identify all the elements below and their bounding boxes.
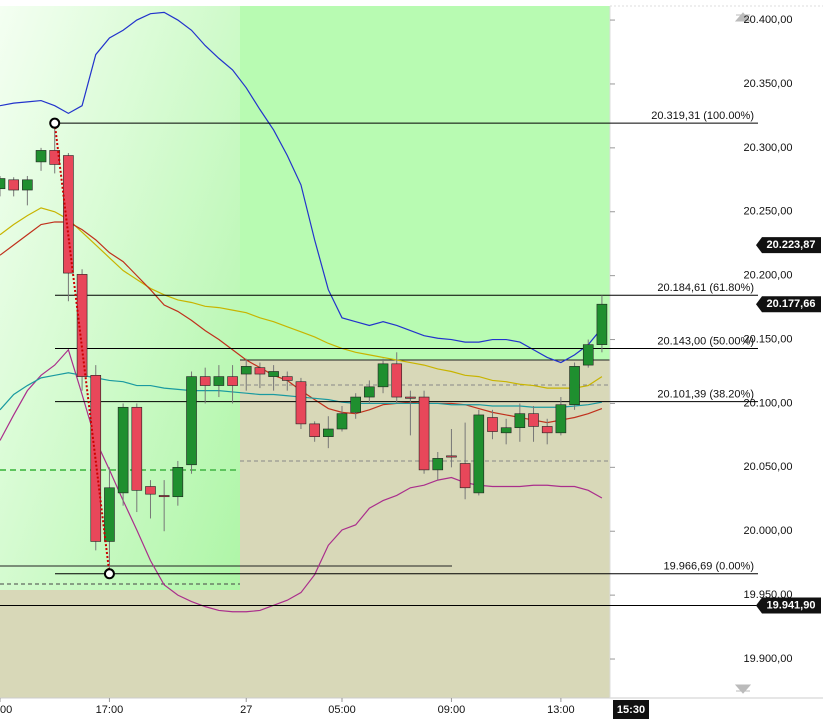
candle-body [446,455,457,458]
y-tick-label: 20.350,00 [744,78,793,90]
candle-body [500,427,512,434]
candle-body [418,396,430,471]
y-tick-label: 20.400,00 [744,14,793,26]
candle-body [240,366,252,375]
candle-body [76,274,88,377]
fib-label: 20.143,00 (50.00%) [657,335,754,347]
x-tick-label: 13:00 [547,704,575,716]
candle-body [145,486,156,495]
scroll-up[interactable] [734,12,752,22]
candle-body [405,396,416,399]
candle-body [22,179,33,191]
x-axis-area [0,698,823,721]
candle-body [281,376,293,381]
candle-body [8,179,19,191]
current-time: 15:30 [617,704,645,716]
fib-label: 19.966,69 (0.00%) [663,561,754,573]
candle-body [487,417,498,432]
candle-body [49,150,61,165]
candle-body [528,413,539,427]
candle-body [555,404,567,434]
fib-label: 20.101,39 (38.20%) [657,389,754,401]
x-tick-label: 17:00 [96,704,124,716]
candle-body [596,303,608,345]
candle-body [186,376,197,466]
candle-body [199,376,211,386]
candle-body [350,396,361,413]
candle-body [227,376,238,386]
y-tick-label: 20.100,00 [744,397,793,409]
candle-body [364,386,375,398]
x-tick-label: 05:00 [328,704,356,716]
zone-left [0,6,240,698]
y-tick-label: 20.000,00 [744,525,793,537]
scroll-down[interactable] [734,684,752,694]
x-tick-label: 09:00 [438,704,466,716]
candle-body [473,414,485,494]
candle-body [35,150,47,163]
x-tick-label: 27 [240,704,252,716]
zone-band-left [0,590,240,698]
candle-body [131,406,143,491]
candle-body [63,155,74,274]
fib-label: 20.184,61 (61.80%) [657,282,754,294]
candle-body [117,406,129,494]
y-tick-label: 20.150,00 [744,333,793,345]
fib-label: 20.319,31 (100.00%) [651,110,754,122]
candle-body [254,367,266,375]
candle-body [309,423,320,437]
candle-body [377,363,389,388]
indicator-line [0,207,603,389]
price-badge [756,597,821,614]
candle-body [514,413,526,429]
price-badge-label: 20.223,87 [767,239,816,251]
swing-point [49,117,61,129]
candle-body [459,463,471,489]
y-tick-label: 20.250,00 [744,206,793,218]
y-tick-label: 20.050,00 [744,461,793,473]
current-time-box [613,700,649,719]
indicator-line [0,11,603,364]
price-badge-label: 20.177,66 [767,298,816,310]
x-tick-label: 00 [0,704,12,716]
candle-body [391,363,403,398]
y-tick-label: 20.200,00 [744,270,793,282]
candle-body [213,376,225,386]
y-tick-label: 19.900,00 [744,653,793,665]
price-badge [756,237,821,254]
candle-body [0,178,6,190]
candle-body [541,426,553,434]
candle-body [158,495,170,498]
candle-body [323,428,334,437]
candle-body [336,413,348,430]
candle-body [104,487,115,542]
y-tick-label: 20.300,00 [744,142,793,154]
price-badge-label: 19.941,90 [767,599,816,611]
candle-body [295,381,307,425]
candle-body [268,371,279,377]
candle-body [569,366,580,406]
price-badge [756,296,821,313]
candle-body [432,458,444,471]
swing-point [103,568,115,580]
candle-body [172,467,184,498]
candle-body [582,344,594,366]
